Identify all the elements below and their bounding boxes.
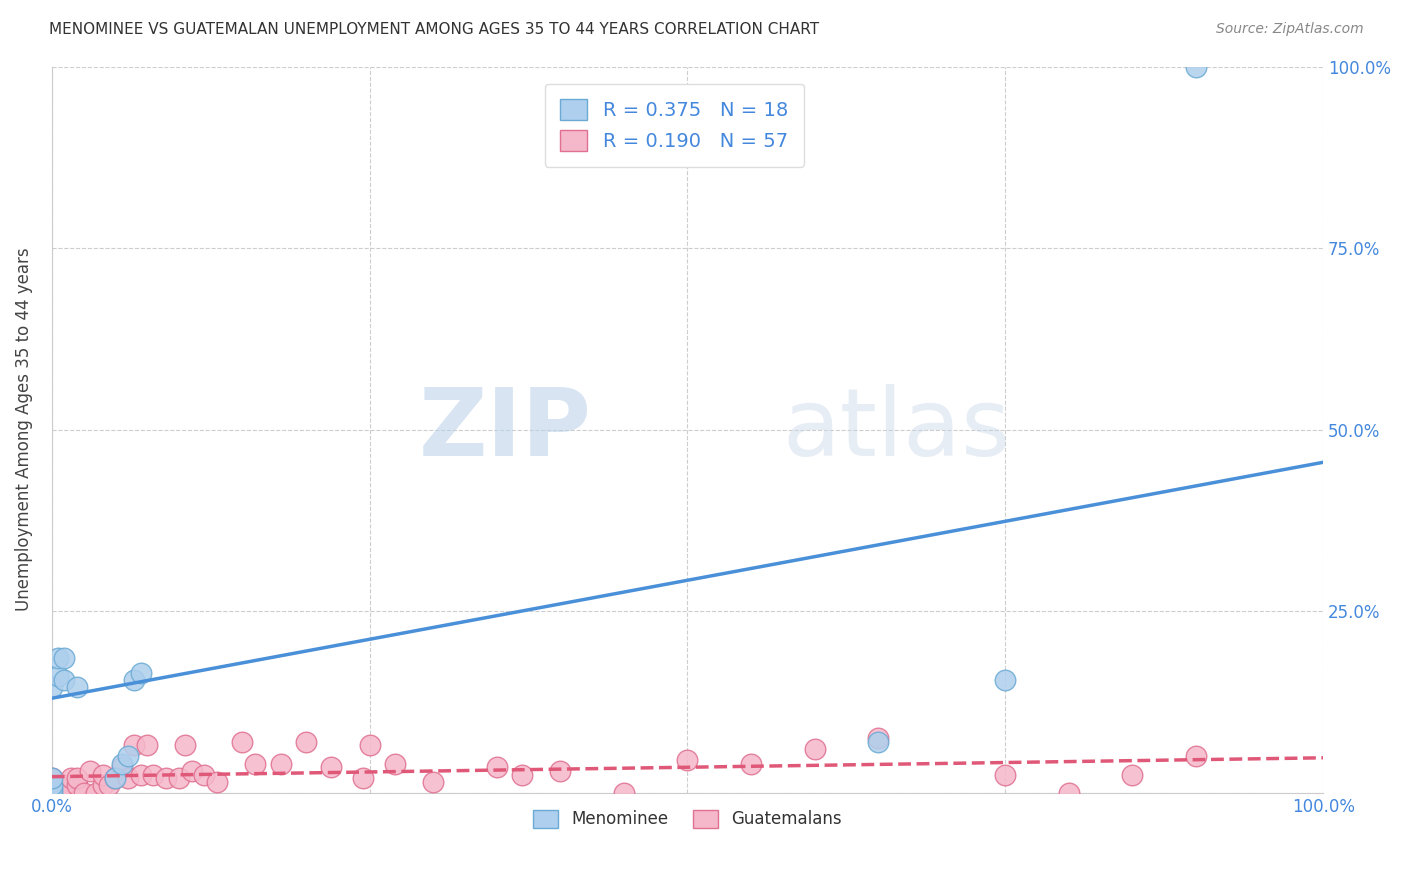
Point — [41, 778, 63, 792]
Point — [868, 735, 890, 749]
Point — [1185, 749, 1208, 764]
Point — [676, 753, 699, 767]
Point — [384, 756, 406, 771]
Point — [422, 774, 444, 789]
Point — [41, 782, 63, 797]
Point — [46, 786, 69, 800]
Point — [117, 749, 139, 764]
Point — [193, 767, 215, 781]
Point — [1121, 767, 1143, 781]
Point — [104, 771, 127, 785]
Point — [485, 760, 508, 774]
Point — [111, 756, 134, 771]
Point — [243, 756, 266, 771]
Point — [205, 774, 228, 789]
Point — [41, 771, 63, 785]
Point — [295, 735, 318, 749]
Point — [91, 767, 114, 781]
Point — [41, 786, 63, 800]
Point — [53, 673, 76, 687]
Point — [59, 771, 82, 785]
Point — [84, 786, 107, 800]
Point — [129, 665, 152, 680]
Point — [104, 771, 127, 785]
Point — [550, 764, 572, 778]
Point — [1057, 786, 1080, 800]
Text: atlas: atlas — [783, 384, 1011, 475]
Y-axis label: Unemployment Among Ages 35 to 44 years: Unemployment Among Ages 35 to 44 years — [15, 248, 32, 611]
Point — [803, 742, 825, 756]
Point — [129, 767, 152, 781]
Point — [41, 771, 63, 785]
Point — [41, 786, 63, 800]
Point — [180, 764, 202, 778]
Point — [41, 786, 63, 800]
Point — [231, 735, 253, 749]
Point — [72, 786, 94, 800]
Point — [79, 764, 101, 778]
Point — [41, 786, 63, 800]
Point — [994, 673, 1017, 687]
Point — [41, 782, 63, 797]
Point — [136, 739, 159, 753]
Point — [41, 778, 63, 792]
Point — [46, 778, 69, 792]
Point — [321, 760, 343, 774]
Point — [53, 786, 76, 800]
Legend: Menominee, Guatemalans: Menominee, Guatemalans — [526, 803, 849, 835]
Point — [142, 767, 165, 781]
Point — [46, 651, 69, 665]
Point — [510, 767, 533, 781]
Point — [155, 771, 177, 785]
Point — [359, 739, 381, 753]
Point — [124, 739, 146, 753]
Point — [66, 771, 89, 785]
Text: ZIP: ZIP — [419, 384, 592, 475]
Text: Source: ZipAtlas.com: Source: ZipAtlas.com — [1216, 22, 1364, 37]
Point — [41, 681, 63, 695]
Point — [167, 771, 190, 785]
Point — [117, 771, 139, 785]
Point — [91, 778, 114, 792]
Point — [41, 786, 63, 800]
Point — [41, 786, 63, 800]
Point — [994, 767, 1017, 781]
Point — [66, 681, 89, 695]
Point — [53, 778, 76, 792]
Point — [66, 778, 89, 792]
Point — [97, 778, 120, 792]
Point — [124, 673, 146, 687]
Point — [46, 669, 69, 683]
Point — [41, 778, 63, 792]
Point — [740, 756, 762, 771]
Point — [613, 786, 636, 800]
Point — [868, 731, 890, 746]
Point — [111, 760, 134, 774]
Point — [174, 739, 197, 753]
Text: MENOMINEE VS GUATEMALAN UNEMPLOYMENT AMONG AGES 35 TO 44 YEARS CORRELATION CHART: MENOMINEE VS GUATEMALAN UNEMPLOYMENT AMO… — [49, 22, 820, 37]
Point — [41, 786, 63, 800]
Point — [270, 756, 292, 771]
Point — [53, 651, 76, 665]
Point — [352, 771, 374, 785]
Point — [1185, 60, 1208, 74]
